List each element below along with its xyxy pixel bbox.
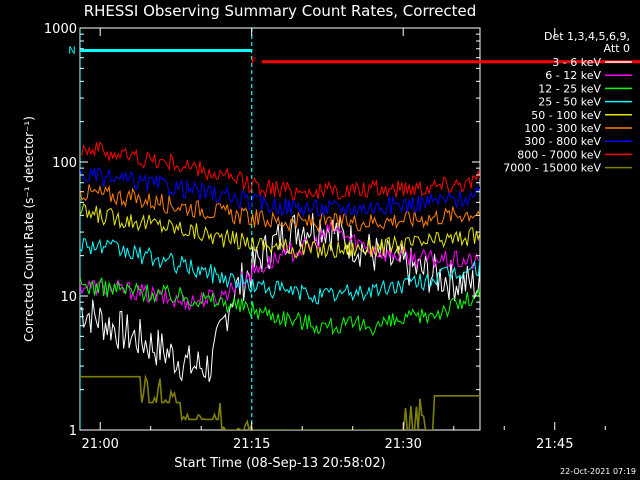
legend-label: 100 - 300 keV xyxy=(524,122,601,135)
flag-label: N xyxy=(68,45,75,56)
series-line xyxy=(80,184,480,233)
x-axis-label: Start Time (08-Sep-13 20:58:02) xyxy=(174,456,385,471)
y-tick-label: 1 xyxy=(69,424,77,439)
legend-label: 7000 - 15000 keV xyxy=(503,162,601,175)
y-axis-label: Corrected Count Rate (s⁻¹ detector⁻¹) xyxy=(22,116,36,342)
y-tick-label: 1000 xyxy=(44,22,77,37)
legend-label: 50 - 100 keV xyxy=(531,109,601,122)
legend-label: 25 - 50 keV xyxy=(538,96,601,109)
series-line xyxy=(80,374,480,430)
x-tick-label: 21:15 xyxy=(233,437,270,452)
x-tick-label: 21:30 xyxy=(384,437,421,452)
series-lines xyxy=(80,141,480,430)
series-line xyxy=(80,167,480,218)
flag-label: F xyxy=(251,57,257,68)
legend-label: 6 - 12 keV xyxy=(545,69,601,82)
x-tick-label: 21:00 xyxy=(81,437,118,452)
series-line xyxy=(80,237,480,305)
timestamp: 22-Oct-2021 07:19 xyxy=(560,467,636,476)
legend-label: 12 - 25 keV xyxy=(538,82,601,95)
flag-bars: NFS xyxy=(68,45,640,68)
x-tick-label: 21:45 xyxy=(536,437,573,452)
series-line xyxy=(80,141,480,200)
legend-header: Det 1,3,4,5,6,9, xyxy=(544,30,630,43)
legend-label: 3 - 6 keV xyxy=(552,56,601,69)
series-line xyxy=(80,276,480,337)
series-line xyxy=(80,203,480,259)
instrument-state-lines xyxy=(80,28,253,430)
y-tick-label: 10 xyxy=(60,290,77,305)
y-tick-label: 100 xyxy=(52,156,77,171)
plot-frame xyxy=(79,27,481,431)
legend-header: Att 0 xyxy=(604,42,630,55)
legend-label: 800 - 7000 keV xyxy=(517,148,601,161)
legend-label: 300 - 800 keV xyxy=(524,135,601,148)
chart-title: RHESSI Observing Summary Count Rates, Co… xyxy=(84,2,477,20)
y-axis: 1 10 100 1000 xyxy=(44,22,480,439)
